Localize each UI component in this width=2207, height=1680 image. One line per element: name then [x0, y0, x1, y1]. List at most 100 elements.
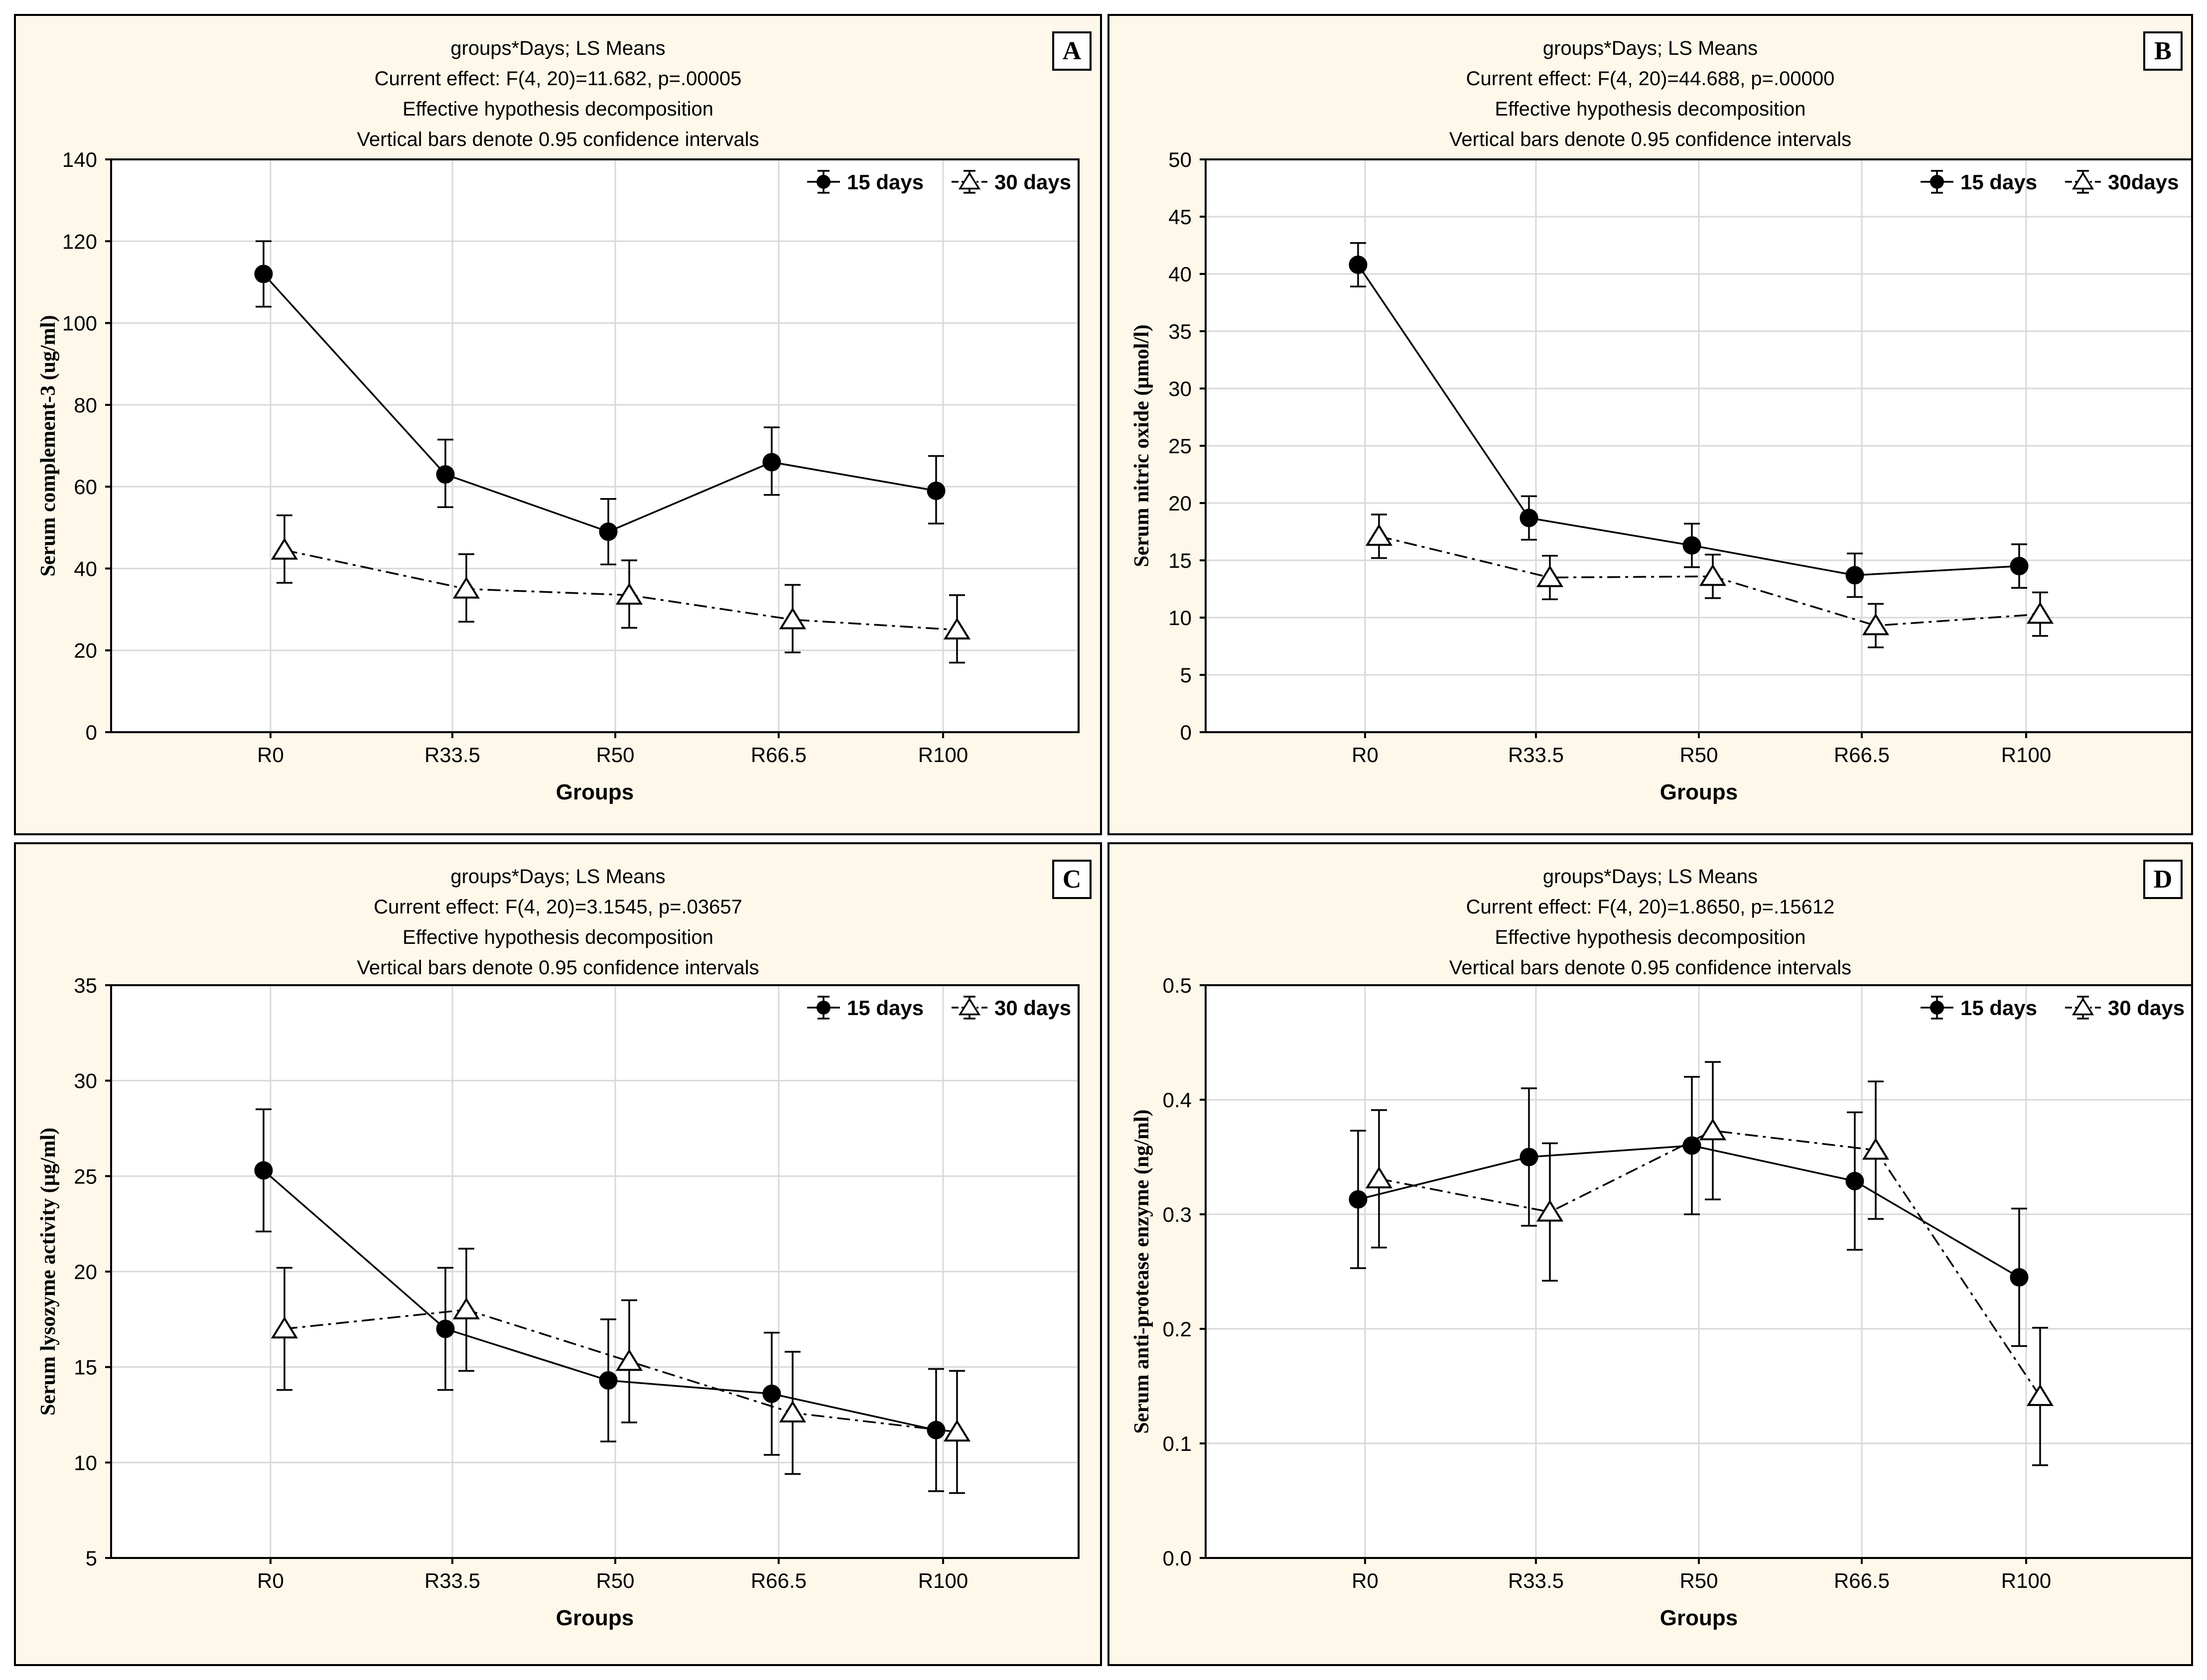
y-tick-label: 10	[1168, 606, 1192, 630]
legend-label: 15 days	[1960, 996, 2037, 1020]
chart-title-line: Effective hypothesis decomposition	[1495, 926, 1805, 948]
y-tick-label: 50	[1168, 148, 1192, 171]
x-tick-label: R0	[257, 743, 284, 767]
series-30-days	[271, 514, 971, 664]
data-point[interactable]	[2026, 1384, 2054, 1406]
data-point[interactable]	[271, 1316, 298, 1339]
chart-title-line: Vertical bars denote 0.95 confidence int…	[1449, 129, 1851, 150]
data-point[interactable]	[1862, 613, 1890, 636]
legend-label: 30 days	[994, 996, 1071, 1020]
legend-label: 30 days	[994, 170, 1071, 194]
legend-marker-circle	[1930, 175, 1944, 189]
data-point[interactable]	[762, 453, 781, 472]
x-axis-label: Groups	[556, 780, 634, 804]
y-tick-label: 0.2	[1163, 1317, 1192, 1341]
series-15-days	[1349, 242, 2029, 598]
y-tick-label: 15	[1168, 549, 1192, 572]
panel-label-box	[1052, 31, 1092, 71]
data-point[interactable]	[436, 465, 455, 484]
data-point[interactable]	[452, 1297, 480, 1319]
x-tick-label: R33.5	[424, 1569, 480, 1592]
x-tick-label: R33.5	[1508, 743, 1564, 767]
y-tick-label: 80	[74, 393, 97, 417]
data-point[interactable]	[615, 1349, 643, 1371]
x-axis-label: Groups	[1660, 780, 1738, 804]
data-point[interactable]	[1349, 1190, 1368, 1209]
y-axis-label: Serum anti-protease enzyme (ng/ml)	[1130, 1109, 1153, 1433]
data-point[interactable]	[1519, 1148, 1538, 1166]
y-tick-label: 30	[74, 1069, 97, 1093]
data-point[interactable]	[762, 1384, 781, 1403]
series-30-days	[271, 1248, 971, 1494]
legend-label: 15 days	[1960, 170, 2037, 194]
y-tick-label: 0	[86, 721, 97, 744]
data-point[interactable]	[1365, 523, 1393, 546]
data-point[interactable]	[599, 1371, 618, 1390]
data-point[interactable]	[599, 522, 618, 541]
chart-title-line: Vertical bars denote 0.95 confidence int…	[1449, 957, 1851, 979]
legend: 15 days 30 days	[807, 996, 1071, 1020]
panel-label: C	[1063, 865, 1082, 894]
y-tick-label: 20	[74, 639, 97, 662]
data-point[interactable]	[1519, 509, 1538, 527]
data-point[interactable]	[452, 576, 480, 599]
data-point[interactable]	[1536, 1199, 1564, 1222]
data-point[interactable]	[254, 1161, 273, 1180]
data-point[interactable]	[2010, 1268, 2029, 1287]
panel-label-box	[1052, 860, 1092, 899]
legend-marker-triangle	[2071, 171, 2094, 190]
data-point[interactable]	[779, 1400, 807, 1422]
data-point[interactable]	[927, 481, 946, 500]
y-tick-label: 10	[74, 1451, 97, 1474]
data-point[interactable]	[943, 1420, 971, 1442]
legend-marker-circle	[1930, 1001, 1944, 1015]
y-tick-label: 20	[1168, 492, 1192, 515]
panel-label-box	[2143, 31, 2183, 71]
y-tick-label: 0.0	[1163, 1547, 1192, 1570]
chart-title-line: groups*Days; LS Means	[450, 866, 665, 888]
series-line	[284, 1308, 958, 1433]
data-point[interactable]	[271, 537, 298, 560]
x-tick-label: R66.5	[751, 1569, 807, 1592]
chart-title-line: Effective hypothesis decomposition	[1495, 98, 1805, 120]
legend-label: 30days	[2108, 170, 2179, 194]
y-axis-label: Serum lysozyme activity (µg/ml)	[37, 1128, 60, 1416]
data-point[interactable]	[1682, 536, 1701, 555]
y-tick-label: 140	[62, 148, 97, 171]
x-tick-label: R50	[1679, 1569, 1718, 1592]
data-point[interactable]	[1682, 1136, 1701, 1155]
data-point[interactable]	[779, 607, 807, 630]
data-point[interactable]	[1845, 1171, 1864, 1190]
x-tick-label: R0	[257, 1569, 284, 1592]
y-tick-label: 35	[1168, 320, 1192, 343]
data-point[interactable]	[2010, 557, 2029, 575]
x-tick-label: R66.5	[1834, 743, 1890, 767]
data-point[interactable]	[436, 1319, 455, 1338]
chart-title-line: groups*Days; LS Means	[450, 37, 665, 59]
x-axis-label: Groups	[556, 1606, 634, 1630]
chart-title-line: groups*Days; LS Means	[1543, 866, 1758, 888]
data-point[interactable]	[943, 617, 971, 640]
data-point[interactable]	[1536, 565, 1564, 587]
x-tick-label: R50	[596, 743, 634, 767]
y-tick-label: 35	[74, 974, 97, 997]
data-point[interactable]	[1349, 256, 1368, 274]
y-tick-label: 20	[74, 1260, 97, 1284]
x-tick-label: R0	[1352, 1569, 1379, 1592]
data-point[interactable]	[1862, 1138, 1890, 1160]
legend: 15 days 30days	[1921, 170, 2179, 194]
data-point[interactable]	[1699, 1118, 1727, 1141]
x-tick-label: R66.5	[1834, 1569, 1890, 1592]
chart-title-line: groups*Days; LS Means	[1543, 37, 1758, 59]
data-point[interactable]	[1845, 566, 1864, 585]
series-15-days	[1349, 1076, 2029, 1347]
y-tick-label: 25	[74, 1164, 97, 1188]
data-point[interactable]	[1699, 564, 1727, 586]
x-tick-label: R100	[918, 1569, 968, 1592]
x-tick-label: R100	[2001, 743, 2051, 767]
data-point[interactable]	[254, 264, 273, 283]
data-point[interactable]	[615, 583, 643, 605]
data-point[interactable]	[1365, 1166, 1393, 1188]
legend: 15 days 30 days	[1921, 996, 2185, 1020]
data-point[interactable]	[2026, 602, 2054, 624]
